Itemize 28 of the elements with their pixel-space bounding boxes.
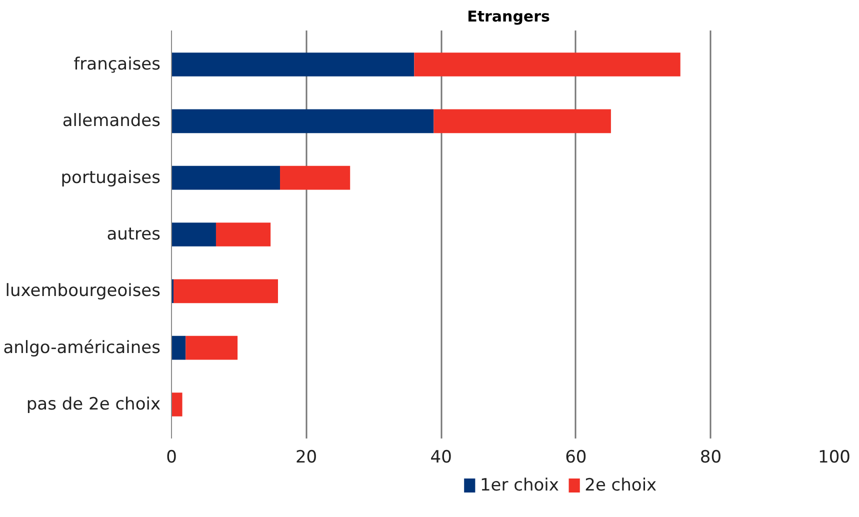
y-tick-label: autres	[106, 224, 161, 244]
x-tick-label: 60	[565, 448, 587, 468]
legend-label: 1er choix	[480, 476, 559, 496]
x-tick-label: 20	[295, 448, 318, 468]
bar	[434, 109, 611, 134]
bar	[280, 166, 350, 190]
y-tick-label: allemandes	[62, 111, 161, 132]
y-tick-label: pas de 2e choix	[26, 394, 160, 414]
legend-label: 2e choix	[584, 476, 657, 496]
bar	[172, 52, 414, 76]
bar	[172, 166, 280, 190]
bar	[172, 336, 186, 360]
x-tick-label: 40	[430, 448, 452, 468]
chart-title: Etrangers	[467, 8, 550, 26]
x-tick-label: 100	[818, 448, 851, 468]
bar	[174, 279, 278, 304]
bar	[216, 222, 271, 246]
y-tick-label: portugaises	[60, 168, 161, 188]
x-tick-label: 0	[166, 448, 177, 468]
bar	[186, 336, 238, 360]
x-tick-label: 80	[700, 448, 722, 468]
bar	[172, 392, 182, 416]
bar	[414, 52, 680, 76]
bar	[172, 222, 216, 246]
y-tick-label: luxembourgeoises	[5, 281, 161, 302]
y-tick-label: anlgo-américaines	[3, 338, 161, 358]
bar	[172, 109, 434, 134]
y-tick-label: françaises	[74, 54, 161, 74]
